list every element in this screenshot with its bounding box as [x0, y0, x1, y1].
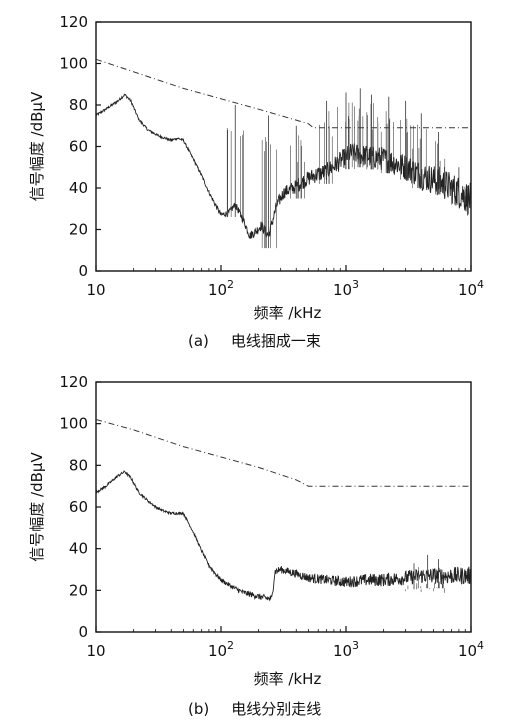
- y-tick-label: 0: [78, 623, 88, 641]
- x-tick-label: 104: [458, 278, 484, 299]
- x-axis-label: 频率 /kHz: [254, 670, 322, 688]
- x-tick-label: 102: [208, 639, 234, 660]
- x-axis-label: 频率 /kHz: [254, 304, 322, 322]
- x-tick-label: 10: [86, 642, 105, 660]
- x-tick-label: 103: [333, 278, 359, 299]
- y-tick-label: 120: [59, 13, 88, 31]
- chart-caption: (a) 电线捆成一束: [188, 332, 321, 350]
- y-tick-label: 60: [69, 138, 88, 156]
- limit-line-series: [95, 419, 471, 487]
- x-tick-label: 102: [208, 278, 234, 299]
- chart-caption: (b) 电线分别走线: [188, 700, 321, 718]
- x-tick-label: 104: [458, 639, 484, 660]
- y-tick-label: 100: [59, 415, 88, 433]
- y-tick-label: 60: [69, 498, 88, 516]
- plot-frame: [95, 381, 472, 633]
- plot-frame: [95, 21, 472, 272]
- measured-signal-series: [95, 93, 472, 239]
- y-tick-label: 100: [59, 55, 88, 73]
- x-tick-label: 103: [333, 639, 359, 660]
- y-tick-label: 120: [59, 373, 88, 391]
- y-axis-label: 信号幅度 /dBμV: [28, 452, 46, 562]
- chart-panel-b: 0 20 40 60 80 100 120 10 102 103 104 信号幅度 /dBμV 频率 /…: [28, 373, 484, 718]
- y-axis-label: 信号幅度 /dBμV: [28, 91, 46, 201]
- y-tick-label: 20: [69, 221, 88, 239]
- y-tick-label: 20: [69, 581, 88, 599]
- y-tick-label: 80: [69, 96, 88, 114]
- measured-signal-series: [95, 470, 472, 602]
- y-tick-label: 0: [78, 262, 88, 280]
- chart-panel-a: 0 20 40 60 80 100 120 10 102 103 104 信号幅度 /dBμV 频率 /…: [28, 13, 484, 350]
- y-tick-label: 40: [69, 179, 88, 197]
- y-tick-label: 40: [69, 540, 88, 558]
- y-tick-label: 80: [69, 456, 88, 474]
- limit-line-series: [95, 58, 471, 129]
- x-tick-label: 10: [86, 281, 105, 299]
